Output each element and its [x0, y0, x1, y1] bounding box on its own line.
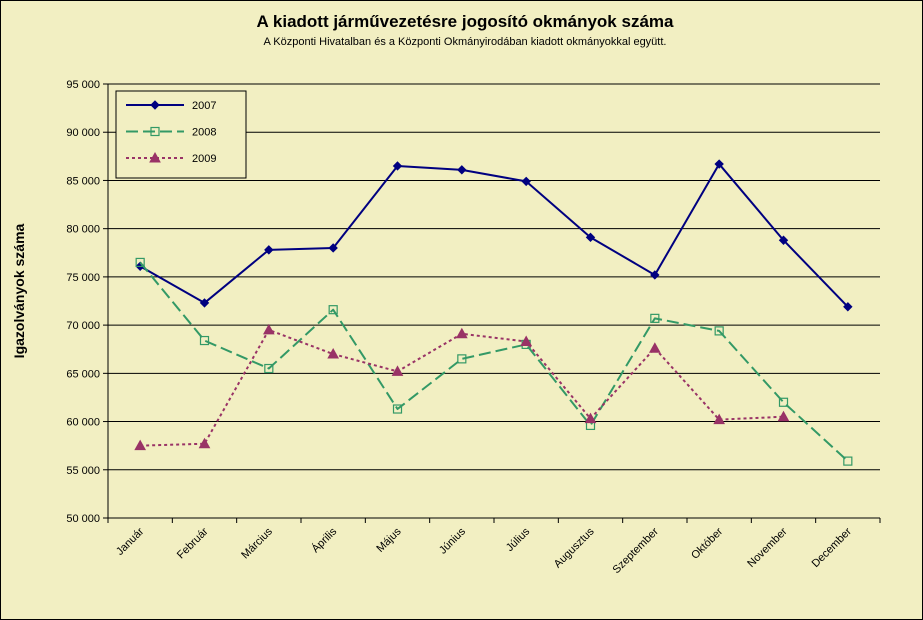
y-tick-label: 85 000	[66, 175, 100, 187]
x-axis: Január Február Március Április Május Június Jú…	[107, 517, 881, 576]
data-point	[713, 413, 726, 425]
data-point	[457, 165, 467, 175]
data-point	[650, 313, 660, 323]
series-line	[139, 163, 849, 308]
y-tick-label: 90 000	[66, 127, 100, 139]
data-point	[457, 354, 467, 364]
chart-title: A kiadott járművezetésre jogosító okmány…	[257, 12, 674, 31]
legend-marker	[150, 100, 160, 110]
y-axis-title: Igazolványok száma	[11, 223, 27, 358]
x-tick-label: Március	[239, 525, 275, 561]
y-tick-label: 75 000	[66, 272, 100, 284]
y-tick-label: 60 000	[66, 417, 100, 429]
x-tick-label: Október	[689, 525, 725, 561]
data-point	[778, 235, 789, 245]
x-tick-label: Június	[437, 525, 468, 556]
data-point	[714, 159, 724, 169]
data-point	[843, 302, 853, 312]
data-point	[650, 270, 660, 280]
data-point	[521, 176, 531, 187]
data-point	[585, 232, 596, 243]
series-2009	[134, 323, 790, 451]
data-point	[778, 397, 789, 407]
data-point	[199, 298, 210, 308]
x-tick-label: Április	[309, 525, 340, 556]
data-point	[584, 412, 597, 424]
data-point	[262, 323, 275, 335]
y-tick-label: 95 000	[66, 79, 100, 91]
data-point	[520, 335, 533, 347]
y-tick-label: 65 000	[66, 368, 100, 380]
data-point	[455, 327, 468, 339]
data-point	[777, 410, 790, 422]
x-tick-label: Február	[175, 525, 211, 561]
legend-label: 2008	[192, 127, 216, 139]
x-tick-label: December	[810, 525, 855, 570]
y-tick-label: 70 000	[66, 320, 100, 332]
y-axis: 50 000 55 000 60 000 65 000 70 000 75 000 80 0…	[66, 79, 109, 525]
y-tick-label: 80 000	[66, 224, 100, 236]
series-group	[134, 159, 853, 466]
legend-label: 2009	[192, 153, 216, 165]
y-tick-label: 55 000	[66, 465, 100, 477]
data-point	[134, 439, 147, 451]
data-point	[328, 305, 338, 315]
x-tick-label: Augusztus	[552, 525, 597, 570]
x-tick-label: Május	[374, 525, 404, 555]
chart-subtitle: A Központi Hivatalban és a Központi Okmá…	[264, 36, 667, 48]
x-tick-label: Szeptember	[611, 525, 662, 576]
data-point	[264, 363, 274, 374]
data-point	[714, 326, 724, 336]
data-point	[392, 161, 403, 171]
x-tick-label: Július	[504, 525, 533, 554]
data-point	[199, 335, 210, 346]
data-point	[264, 245, 274, 255]
data-point	[391, 365, 404, 376]
y-tick-label: 50 000	[66, 513, 100, 525]
legend-label: 2007	[192, 100, 216, 112]
data-point	[328, 243, 338, 253]
legend-marker	[149, 151, 161, 163]
series-line	[139, 261, 849, 462]
data-point	[843, 456, 853, 466]
x-tick-label: November	[745, 525, 790, 570]
x-tick-label: Január	[114, 525, 147, 558]
data-point	[327, 348, 340, 359]
data-point	[392, 404, 403, 414]
data-point	[648, 342, 661, 353]
data-point	[198, 437, 211, 449]
legend: 2007 2008 2009	[115, 90, 247, 179]
legend-marker	[150, 126, 160, 137]
data-point	[135, 257, 145, 268]
